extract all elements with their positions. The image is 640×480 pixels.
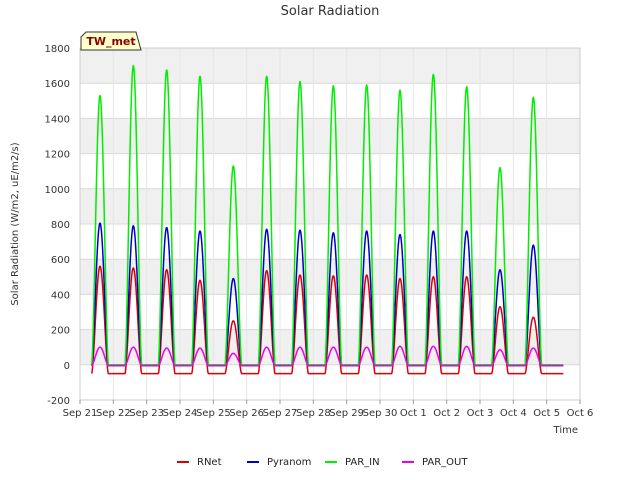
x-axis-label: Time bbox=[553, 425, 578, 436]
x-tick-label: Oct 4 bbox=[500, 408, 527, 419]
y-tick-label: 1800 bbox=[45, 44, 70, 55]
y-tick-label: 1600 bbox=[45, 79, 70, 90]
station-badge-shape bbox=[80, 31, 142, 51]
y-tick-label: 1400 bbox=[45, 114, 70, 125]
x-tick-label: Sep 26 bbox=[229, 408, 264, 419]
x-tick-label: Sep 30 bbox=[363, 408, 398, 419]
x-tick-label: Sep 28 bbox=[296, 408, 331, 419]
legend-label-pyranom: Pyranom bbox=[267, 457, 311, 468]
station-badge: TW_met bbox=[80, 31, 142, 51]
plot-frame bbox=[79, 47, 581, 401]
x-tick-label: Sep 22 bbox=[96, 408, 131, 419]
grid-band bbox=[80, 329, 580, 365]
y-tick-label: 0 bbox=[64, 361, 70, 372]
x-tick-label: Sep 24 bbox=[163, 408, 198, 419]
series-line-par-out bbox=[91, 345, 564, 367]
y-tick-label: 200 bbox=[51, 326, 70, 337]
legend-label-rnet: RNet bbox=[197, 457, 222, 468]
series-layer bbox=[90, 64, 564, 375]
x-tick-label: Oct 1 bbox=[400, 408, 427, 419]
y-axis-label: Solar Radiation (W/m2, uE/m2/s) bbox=[10, 142, 21, 305]
legend: RNet Pyranom PAR_IN PAR_OUT bbox=[177, 457, 468, 468]
y-tick-label: 400 bbox=[51, 290, 70, 301]
chart-title: Solar Radiation bbox=[281, 4, 380, 19]
x-tick-label: Sep 25 bbox=[196, 408, 231, 419]
x-tick-label: Oct 5 bbox=[533, 408, 560, 419]
y-tick-label: 800 bbox=[51, 220, 70, 231]
series-line-par-in bbox=[90, 64, 564, 366]
x-tick-label: Sep 21 bbox=[63, 408, 98, 419]
y-tick-label: 600 bbox=[51, 255, 70, 266]
legend-label-par-out: PAR_OUT bbox=[422, 457, 468, 468]
x-tick-label: Sep 29 bbox=[329, 408, 364, 419]
x-tick-label: Oct 2 bbox=[433, 408, 460, 419]
series-line-rnet bbox=[90, 265, 564, 375]
y-tick-label: 1000 bbox=[45, 185, 70, 196]
legend-label-par-in: PAR_IN bbox=[345, 457, 380, 468]
y-axis-ticks: -200 0 200 400 600 800 1000 1200 1400 1600 1800 bbox=[45, 44, 70, 407]
x-tick-label: Sep 27 bbox=[263, 408, 298, 419]
x-tick-label: Oct 6 bbox=[567, 408, 594, 419]
station-label: TW_met bbox=[86, 35, 135, 48]
x-tick-label: Oct 3 bbox=[467, 408, 494, 419]
grid-band bbox=[80, 48, 580, 84]
x-tick-label: Sep 23 bbox=[129, 408, 164, 419]
y-tick-label: -200 bbox=[47, 396, 70, 407]
y-tick-label: 1200 bbox=[45, 150, 70, 161]
